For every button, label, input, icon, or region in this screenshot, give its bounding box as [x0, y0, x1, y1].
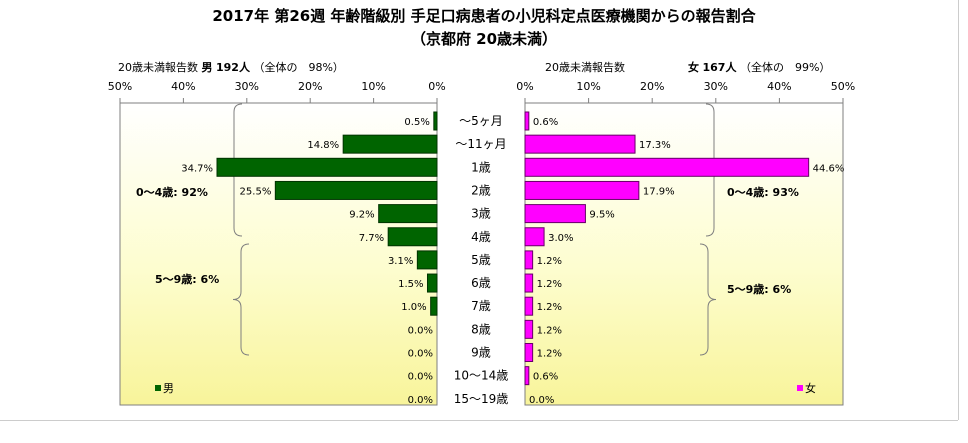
female-bar	[524, 227, 545, 247]
category-label: 15〜19歳	[454, 392, 509, 406]
male-data-label: 3.1%	[388, 256, 413, 267]
female-data-label: 1.2%	[537, 325, 562, 336]
frame-right-border	[958, 0, 959, 420]
right-tick-label: 50%	[831, 80, 855, 93]
female-bar	[524, 180, 640, 200]
female-data-label: 0.6%	[533, 372, 558, 383]
male-legend-label: 男	[163, 382, 174, 395]
female-bar	[524, 111, 530, 131]
category-label: 7歳	[471, 299, 491, 313]
female-bar	[524, 273, 534, 293]
left-tick-label: 30%	[235, 80, 259, 93]
female-legend-swatch	[797, 385, 803, 391]
left-tick-label: 0%	[428, 80, 445, 93]
female-data-label: 3.0%	[548, 233, 573, 244]
left-header-share: （全体の 98%）	[253, 61, 344, 74]
female-data-label: 0.6%	[533, 117, 558, 128]
right-brace-5-9	[699, 243, 717, 356]
male-data-label: 0.0%	[408, 395, 433, 406]
female-data-label: 1.2%	[537, 349, 562, 360]
category-label: 10〜14歳	[454, 369, 509, 383]
left-tick-label: 10%	[361, 80, 385, 93]
left-header-count: 192人	[216, 61, 250, 74]
right-header-count: 167人	[702, 61, 737, 74]
female-bar	[524, 366, 530, 386]
male-data-label: 7.7%	[359, 233, 384, 244]
female-data-label: 17.9%	[643, 186, 675, 197]
male-data-label: 1.5%	[398, 279, 423, 290]
left-header: 20歳未満報告数 男 192人 （全体の 98%）	[118, 59, 344, 75]
male-bar	[342, 134, 438, 154]
category-label: 5歳	[471, 253, 491, 267]
left-tick-label: 20%	[298, 80, 322, 93]
female-data-label: 44.6%	[813, 163, 845, 174]
male-bar	[274, 180, 438, 200]
male-data-label: 0.0%	[408, 349, 433, 360]
female-bar	[524, 319, 534, 339]
male-data-label: 14.8%	[307, 140, 339, 151]
male-bar	[416, 250, 438, 270]
left-header-prefix: 20歳未満報告数	[118, 61, 198, 74]
male-bar	[387, 227, 438, 247]
female-data-label: 17.3%	[639, 140, 671, 151]
female-legend-label: 女	[805, 381, 816, 395]
left-bracket-label-5-9: 5〜9歳: 6%	[155, 272, 219, 286]
female-data-label: 1.2%	[537, 302, 562, 313]
male-data-label: 0.5%	[404, 117, 429, 128]
category-label: 〜11ヶ月	[455, 137, 506, 151]
male-data-label: 0.0%	[408, 325, 433, 336]
right-header-prefix: 20歳未満報告数	[545, 61, 625, 74]
female-bar	[524, 250, 534, 270]
right-tick-label: 20%	[640, 80, 664, 93]
right-tick-label: 10%	[576, 80, 600, 93]
male-bar	[426, 273, 438, 293]
female-data-label: 1.2%	[537, 279, 562, 290]
category-label: 3歳	[471, 207, 491, 221]
category-label: 1歳	[471, 160, 491, 174]
category-label: 8歳	[471, 322, 491, 336]
male-bar	[433, 111, 438, 131]
right-header-share: （全体の 99%）	[739, 61, 831, 74]
right-tick-label: 30%	[704, 80, 728, 93]
male-bar	[378, 204, 438, 224]
female-bar	[524, 157, 810, 177]
male-legend-swatch	[155, 385, 161, 391]
right-bracket-label-0-4: 0〜4歳: 93%	[727, 185, 799, 199]
left-tick-label: 40%	[171, 80, 195, 93]
right-header-prefix-block: 20歳未満報告数	[545, 59, 625, 75]
left-header-sex: 男	[201, 61, 213, 74]
right-tick-label: 40%	[767, 80, 791, 93]
male-data-label: 34.7%	[181, 163, 213, 174]
male-data-label: 1.0%	[401, 302, 426, 313]
right-tick-label: 0%	[516, 80, 533, 93]
female-bar	[524, 204, 586, 224]
frame-bottom-border	[0, 420, 958, 421]
chart-subtitle: （京都府 20歳未満）	[410, 30, 558, 48]
left-brace-5-9	[232, 243, 250, 356]
female-data-label: 9.5%	[589, 210, 614, 221]
left-tick-label: 50%	[108, 80, 132, 93]
category-label: 〜5ヶ月	[459, 114, 503, 128]
male-data-label: 25.5%	[240, 186, 272, 197]
right-header-sex: 女	[688, 61, 699, 74]
left-bracket-label-0-4: 0〜4歳: 92%	[136, 185, 208, 199]
female-bar	[524, 296, 534, 316]
right-bracket-label-5-9: 5〜9歳: 6%	[727, 282, 791, 296]
category-label: 4歳	[471, 230, 491, 244]
male-data-label: 0.0%	[408, 372, 433, 383]
female-bar	[524, 134, 636, 154]
male-bar	[430, 296, 438, 316]
female-bar	[524, 343, 534, 362]
right-header: 女 167人 （全体の 99%）	[688, 59, 830, 75]
female-data-label: 0.0%	[529, 395, 554, 406]
male-data-label: 9.2%	[349, 210, 374, 221]
category-label: 2歳	[471, 183, 491, 197]
chart-title: 2017年 第26週 年齢階級別 手足口病患者の小児科定点医療機関からの報告割合	[212, 7, 756, 25]
female-data-label: 1.2%	[537, 256, 562, 267]
category-label: 6歳	[471, 276, 491, 290]
category-label: 9歳	[471, 346, 491, 360]
male-bar	[216, 157, 438, 177]
